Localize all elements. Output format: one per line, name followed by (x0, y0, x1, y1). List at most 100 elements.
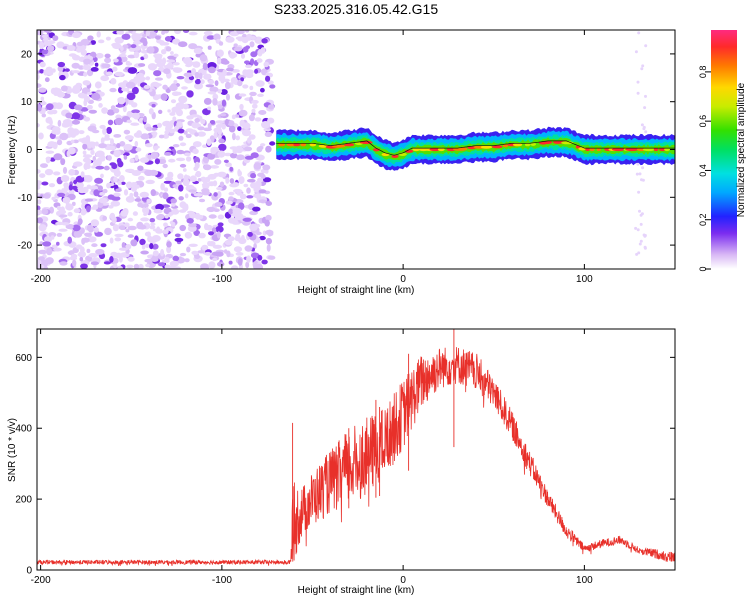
noise-speckle (101, 63, 111, 69)
noise-speckle (197, 131, 206, 137)
noise-speckle (257, 146, 264, 150)
noise-speckle (203, 30, 213, 36)
noise-speckle (158, 158, 167, 165)
noise-speckle (640, 67, 644, 71)
noise-speckle (51, 196, 56, 201)
noise-speckle (38, 249, 48, 255)
noise-speckle (179, 201, 187, 209)
noise-speckle (93, 161, 98, 167)
noise-speckle (221, 123, 226, 130)
noise-speckle (198, 72, 203, 80)
noise-speckle (44, 168, 54, 176)
ridge-core (512, 143, 523, 147)
noise-speckle (176, 157, 186, 162)
noise-speckle (262, 164, 271, 171)
noise-speckle (219, 58, 228, 65)
noise-speckle (267, 80, 274, 85)
noise-speckle (265, 201, 272, 206)
noise-speckle (41, 113, 47, 118)
noise-speckle (101, 107, 108, 114)
noise-speckle (251, 108, 256, 113)
noise-speckle (38, 132, 44, 140)
noise-speckle (61, 85, 68, 92)
noise-speckle (103, 261, 111, 265)
noise-speckle (231, 114, 236, 120)
noise-speckle (63, 182, 69, 188)
noise-speckle (105, 36, 111, 41)
noise-speckle (83, 71, 88, 77)
noise-speckle (95, 248, 105, 255)
noise-speckle (176, 76, 185, 80)
noise-speckle (192, 141, 202, 148)
noise-speckle (127, 256, 135, 262)
noise-speckle (119, 175, 125, 182)
noise-speckle (183, 30, 190, 33)
noise-speckle (204, 265, 210, 269)
noise-speckle (152, 83, 162, 87)
noise-speckle (167, 171, 174, 179)
noise-speckle (150, 222, 156, 226)
noise-speckle (90, 67, 99, 72)
ridge-core (381, 152, 390, 157)
ridge-band (276, 137, 675, 161)
noise-speckle (163, 68, 171, 75)
noise-speckle (260, 47, 266, 54)
noise-speckle (203, 164, 212, 171)
noise-speckle (635, 172, 639, 176)
noise-speckle (191, 68, 197, 76)
noise-speckle (164, 214, 169, 219)
noise-speckle (142, 39, 148, 47)
noise-speckle (57, 119, 62, 127)
noise-speckle (152, 250, 159, 257)
noise-speckle (229, 152, 238, 159)
noise-speckle (212, 93, 219, 100)
noise-speckle (86, 104, 93, 110)
noise-speckle (91, 92, 101, 101)
noise-speckle (65, 224, 74, 230)
noise-speckle (125, 228, 130, 233)
spectrogram-x-axis: -200 -100 0 100 (31, 30, 593, 285)
noise-speckle (150, 151, 159, 159)
noise-speckle (87, 35, 94, 41)
noise-speckle (57, 61, 66, 68)
noise-speckle (132, 211, 138, 216)
noise-speckle (153, 70, 162, 77)
noise-speckle (188, 43, 198, 50)
noise-speckle (128, 30, 133, 34)
noise-speckle (232, 132, 236, 141)
noise-speckle (70, 139, 75, 144)
noise-speckle (252, 206, 261, 212)
noise-speckle (57, 209, 67, 215)
noise-speckle (56, 241, 60, 246)
noise-speckle (229, 178, 235, 184)
noise-speckle (113, 134, 122, 138)
noise-speckle (98, 185, 103, 191)
noise-speckle (197, 178, 202, 182)
noise-speckle (140, 250, 149, 255)
noise-speckle (51, 129, 61, 135)
noise-speckle (218, 74, 226, 82)
noise-speckle (231, 182, 240, 187)
noise-speckle (158, 134, 165, 139)
noise-speckle (62, 166, 68, 174)
noise-speckle (86, 248, 91, 254)
noise-speckle (204, 73, 209, 78)
noise-speckle (164, 130, 169, 135)
noise-speckle (112, 43, 122, 50)
noise-speckle (238, 176, 245, 184)
noise-speckle (50, 235, 55, 240)
noise-speckle (145, 30, 151, 37)
noise-speckle (125, 81, 136, 89)
noise-speckle (214, 202, 223, 207)
noise-speckle (114, 233, 124, 238)
noise-speckle (150, 127, 158, 131)
noise-speckle (247, 231, 253, 237)
colorbar-ticks: 0 0.2 0.4 0.6 0.8 (698, 66, 711, 272)
noise-speckle (37, 169, 41, 174)
noise-speckle (143, 212, 148, 216)
noise-speckle (151, 103, 156, 108)
noise-speckle (257, 172, 265, 177)
noise-speckle (47, 40, 56, 45)
y-tick-label: 0 (26, 566, 32, 577)
noise-speckle (264, 219, 270, 227)
